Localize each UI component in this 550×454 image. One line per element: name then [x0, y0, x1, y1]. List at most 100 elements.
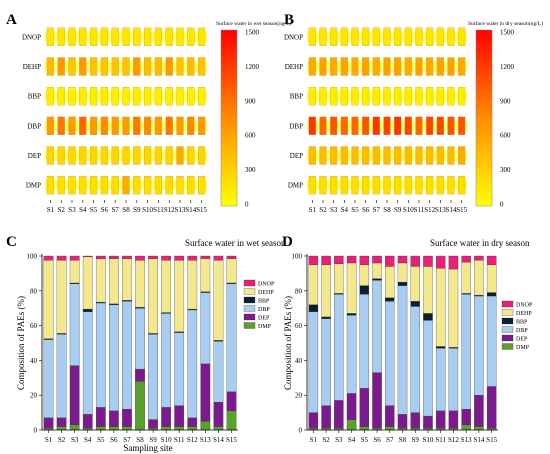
heat-cell — [308, 57, 316, 76]
heat-cell — [100, 146, 109, 165]
bar-segment-dmp — [346, 419, 357, 431]
heat-cell — [458, 27, 466, 46]
colorbar-tick: 600 — [500, 132, 511, 140]
x-tick-label-s6: S6 — [373, 436, 381, 444]
bar-segment-dnop — [346, 255, 357, 264]
bar-segment-bbp — [385, 297, 395, 302]
panel-label-c: C — [6, 234, 17, 250]
bar-segment-dbp — [213, 341, 224, 403]
panel-label-a: A — [6, 12, 17, 28]
heat-cell — [426, 116, 434, 135]
bar-segment-dehp — [461, 261, 471, 294]
bar-segment-dbp — [410, 306, 420, 413]
heat-cell — [372, 146, 380, 165]
x-tick-label-s13: S13 — [200, 436, 211, 444]
y-tick-label: 60 — [295, 322, 303, 330]
bar-segment-dep — [135, 368, 145, 382]
heat-cell — [111, 87, 119, 106]
heat-cell — [330, 27, 338, 46]
heat-cell — [404, 87, 412, 106]
bar-segment-dnop — [135, 255, 145, 261]
x-tick-label-s11: S11 — [435, 436, 446, 444]
legend-swatch-dehp — [501, 309, 514, 316]
heat-cell — [197, 116, 206, 135]
heat-cell — [133, 176, 141, 195]
heat-cell — [447, 146, 455, 165]
bar-segment-bbp — [410, 301, 420, 307]
heat-cell — [111, 57, 119, 76]
heat-cell — [330, 176, 338, 195]
legend-label-dep: DEP — [516, 337, 528, 343]
col-label-s2: S2 — [319, 206, 327, 214]
heat-cell — [436, 57, 444, 76]
heat-cell — [308, 27, 316, 46]
heat-cell — [340, 146, 348, 165]
heat-cell — [197, 87, 206, 106]
bar-segment-dep — [43, 417, 54, 429]
col-label-s1: S1 — [47, 206, 55, 214]
heat-cell — [165, 116, 173, 135]
legend-label-dnop: DNOP — [258, 282, 275, 288]
heat-cell — [176, 146, 184, 165]
bar-segment-dehp — [148, 258, 158, 334]
heat-cell — [362, 146, 370, 165]
col-label-s14: S14 — [446, 206, 457, 214]
heat-cell — [394, 87, 402, 106]
bar-segment-dmp — [95, 426, 106, 431]
bar-segment-dehp — [187, 260, 198, 310]
col-label-s1: S1 — [309, 206, 317, 214]
bar-segment-dbp — [397, 285, 408, 415]
heat-cell — [68, 116, 76, 135]
heat-cell — [319, 146, 327, 165]
bar-segment-dbp — [122, 301, 132, 410]
heat-cell — [415, 27, 423, 46]
heat-cell — [404, 57, 412, 76]
chart-title-c: Surface water in wet season — [185, 238, 286, 248]
heat-cell — [362, 27, 370, 46]
bar-segment-dnop — [187, 255, 198, 261]
heat-cell — [89, 27, 98, 46]
bar-segment-dehp — [385, 266, 395, 298]
bar-segment-bbp — [308, 304, 319, 312]
bar-segment-dep — [397, 414, 408, 429]
heat-cell — [154, 176, 163, 195]
heat-cell — [362, 116, 370, 135]
col-label-s3: S3 — [330, 206, 338, 214]
bar-segment-dmp — [187, 426, 198, 431]
heat-cell — [176, 176, 184, 195]
y-tick-label: 0 — [299, 427, 303, 435]
heat-cell — [68, 87, 76, 106]
heat-cell — [383, 146, 391, 165]
heat-cell — [415, 176, 423, 195]
col-label-s12: S12 — [424, 206, 435, 214]
heat-cell — [143, 176, 152, 195]
heat-cell — [362, 87, 370, 106]
heat-cell — [187, 27, 195, 46]
heat-cell — [372, 57, 380, 76]
panel-label-b: B — [284, 12, 294, 28]
bar-segment-dep — [174, 405, 185, 427]
heat-cell — [308, 87, 316, 106]
heat-cell — [394, 116, 402, 135]
row-label-dep: DEP — [290, 152, 303, 160]
bar-segment-dbp — [226, 283, 237, 392]
bar-segment-dbp — [161, 313, 171, 408]
stacked-bar-panel-c: C Surface water in wet season Compositio… — [6, 234, 286, 453]
bar-segment-dep — [148, 419, 158, 429]
bar-segment-dnop — [148, 255, 158, 259]
legend-swatch-dmp — [243, 322, 256, 329]
heat-cell — [351, 27, 359, 46]
bar-segment-dnop — [385, 255, 395, 267]
bar-segment-dnop — [43, 255, 54, 261]
heat-cell — [383, 87, 391, 106]
heat-cell — [187, 87, 195, 106]
legend-swatch-dep — [501, 334, 514, 342]
heat-cell — [176, 87, 184, 106]
row-label-dehp: DEHP — [285, 63, 303, 71]
bar-segment-dep — [372, 372, 382, 429]
bar-segment-dnop — [95, 255, 106, 259]
heat-cell — [154, 116, 163, 135]
